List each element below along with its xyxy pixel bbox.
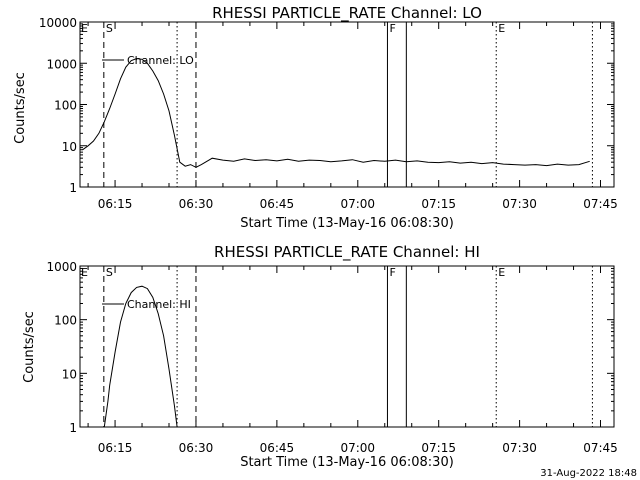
y-axis-label-lo: Counts/sec — [13, 72, 28, 144]
x-tick-label-lo: 06:45 — [260, 197, 295, 211]
event-marker-label-hi: S — [106, 266, 113, 279]
x-tick-label-hi: 07:15 — [421, 441, 456, 455]
x-tick-label-hi: 07:00 — [340, 441, 375, 455]
panel-channel-hi: RHESSI PARTICLE_RATE Channel: HI Start T… — [22, 243, 618, 470]
x-tick-label-hi: 06:15 — [98, 441, 133, 455]
plot-frame-hi — [79, 265, 615, 428]
event-marker-label-lo: S — [106, 22, 113, 35]
y-tick-label-lo: 10 — [62, 140, 77, 154]
panel-channel-lo: RHESSI PARTICLE_RATE Channel: LO Start T… — [13, 4, 618, 231]
x-tick-label-hi: 06:45 — [260, 441, 295, 455]
series-line-hi — [103, 285, 178, 428]
y-tick-label-hi: 10 — [62, 367, 77, 381]
corner-marker-label-hi: E — [81, 266, 88, 279]
x-tick-label-hi: 06:30 — [179, 441, 214, 455]
y-axis-label-hi: Counts/sec — [22, 311, 37, 383]
x-axis-label-lo: Start Time (13-May-16 06:08:30) — [240, 216, 454, 231]
corner-marker-label-lo: E — [81, 22, 88, 35]
plot-frame-lo — [79, 21, 615, 188]
y-tick-label-hi: 1 — [69, 421, 77, 435]
chart-title-lo: RHESSI PARTICLE_RATE Channel: LO — [212, 4, 482, 23]
event-marker-label-lo: E — [498, 22, 505, 35]
x-tick-label-lo: 07:30 — [502, 197, 537, 211]
x-axis-label-hi: Start Time (13-May-16 06:08:30) — [240, 455, 454, 470]
event-marker-label-hi: E — [498, 266, 505, 279]
y-tick-label-lo: 100 — [54, 99, 77, 113]
y-tick-label-hi: 100 — [54, 314, 77, 328]
legend-label-lo: Channel: LO — [127, 54, 194, 67]
series-line-lo — [82, 57, 590, 168]
x-tick-label-hi: 07:30 — [502, 441, 537, 455]
y-tick-label-lo: 1000 — [46, 57, 77, 71]
event-marker-label-hi: F — [389, 266, 395, 279]
y-tick-label-lo: 1 — [69, 181, 77, 195]
y-tick-label-lo: 10000 — [39, 16, 77, 30]
x-tick-label-lo: 07:45 — [583, 197, 618, 211]
x-tick-label-lo: 07:00 — [340, 197, 375, 211]
x-tick-label-hi: 07:45 — [583, 441, 618, 455]
legend-label-hi: Channel: HI — [127, 298, 191, 311]
event-marker-label-lo: F — [389, 22, 395, 35]
y-tick-label-hi: 1000 — [46, 260, 77, 274]
chart-title-hi: RHESSI PARTICLE_RATE Channel: HI — [214, 243, 480, 262]
footer-timestamp: 31-Aug-2022 18:48 — [540, 468, 637, 479]
x-tick-label-lo: 07:15 — [421, 197, 456, 211]
x-tick-label-lo: 06:15 — [98, 197, 133, 211]
x-tick-label-lo: 06:30 — [179, 197, 214, 211]
